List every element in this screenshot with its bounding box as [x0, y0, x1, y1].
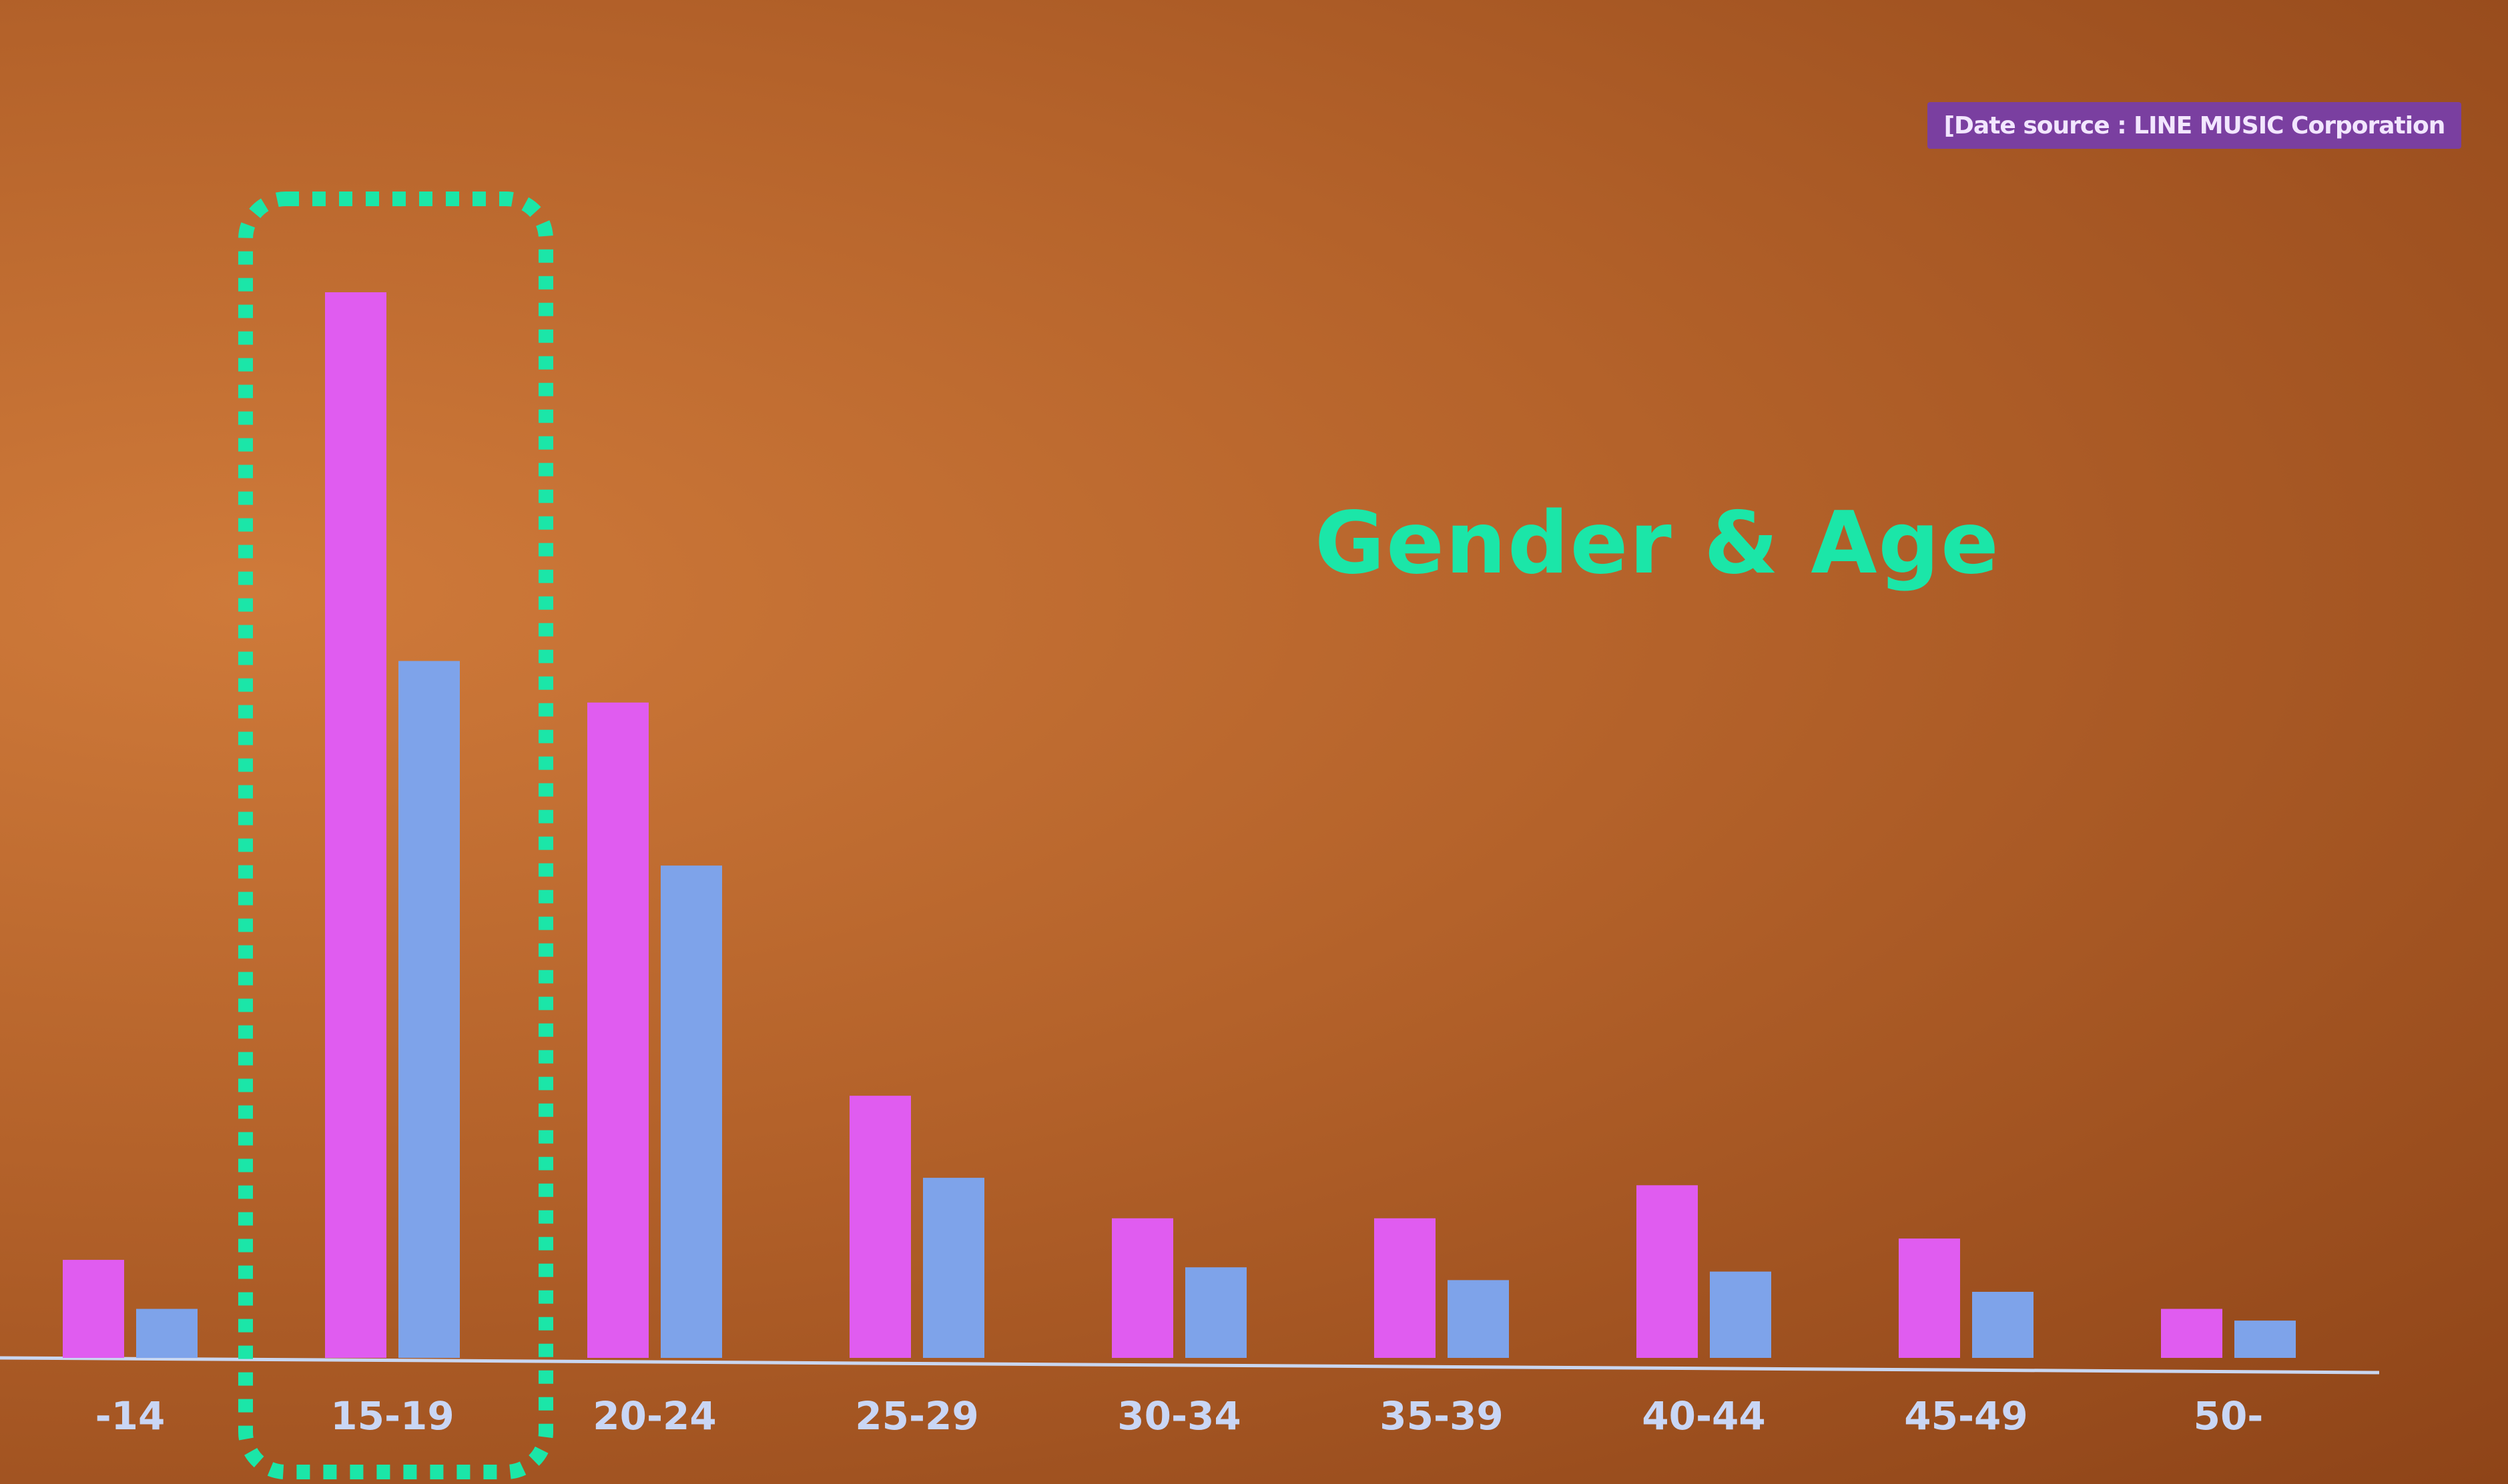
bar-series-1--14: [63, 1260, 124, 1358]
bar-series-1-20-24: [587, 702, 649, 1358]
data-source-text: [Date source : LINE MUSIC Corporation: [1943, 111, 2446, 139]
x-tick-label: 20-24: [593, 1393, 717, 1439]
x-tick-label: 15-19: [330, 1393, 454, 1439]
bar-series-1-40-44: [1636, 1185, 1698, 1358]
x-tick-label: 30-34: [1117, 1393, 1241, 1439]
x-axis-line: [0, 1356, 2380, 1375]
x-tick-label: 45-49: [1904, 1393, 2028, 1439]
bar-series-2--14: [136, 1309, 198, 1358]
bar-series-2-15-19: [398, 661, 460, 1358]
bar-series-2-20-24: [661, 865, 722, 1358]
chart-title: Gender & Age: [1315, 494, 2000, 593]
x-tick-label: 25-29: [855, 1393, 979, 1439]
highlight-box: [238, 192, 553, 1479]
bar-series-2-50-: [2234, 1321, 2296, 1358]
bar-series-2-30-34: [1185, 1267, 1247, 1358]
x-tick-label: 40-44: [1642, 1393, 1766, 1439]
x-tick-label: -14: [95, 1393, 166, 1439]
bar-series-2-35-39: [1448, 1280, 1509, 1358]
x-tick-label: 35-39: [1379, 1393, 1504, 1439]
bar-series-1-45-49: [1899, 1238, 1960, 1358]
bar-series-1-30-34: [1112, 1218, 1173, 1358]
bar-series-1-25-29: [850, 1096, 911, 1358]
bar-series-2-40-44: [1710, 1271, 1771, 1358]
bar-series-1-50-: [2161, 1309, 2222, 1358]
bar-series-2-25-29: [923, 1178, 984, 1358]
data-source-badge: [Date source : LINE MUSIC Corporation: [1927, 102, 2461, 149]
bar-series-1-15-19: [325, 292, 386, 1358]
bar-series-1-35-39: [1374, 1218, 1436, 1358]
x-tick-label: 50-: [2194, 1393, 2264, 1439]
bar-series-2-45-49: [1972, 1291, 2033, 1358]
